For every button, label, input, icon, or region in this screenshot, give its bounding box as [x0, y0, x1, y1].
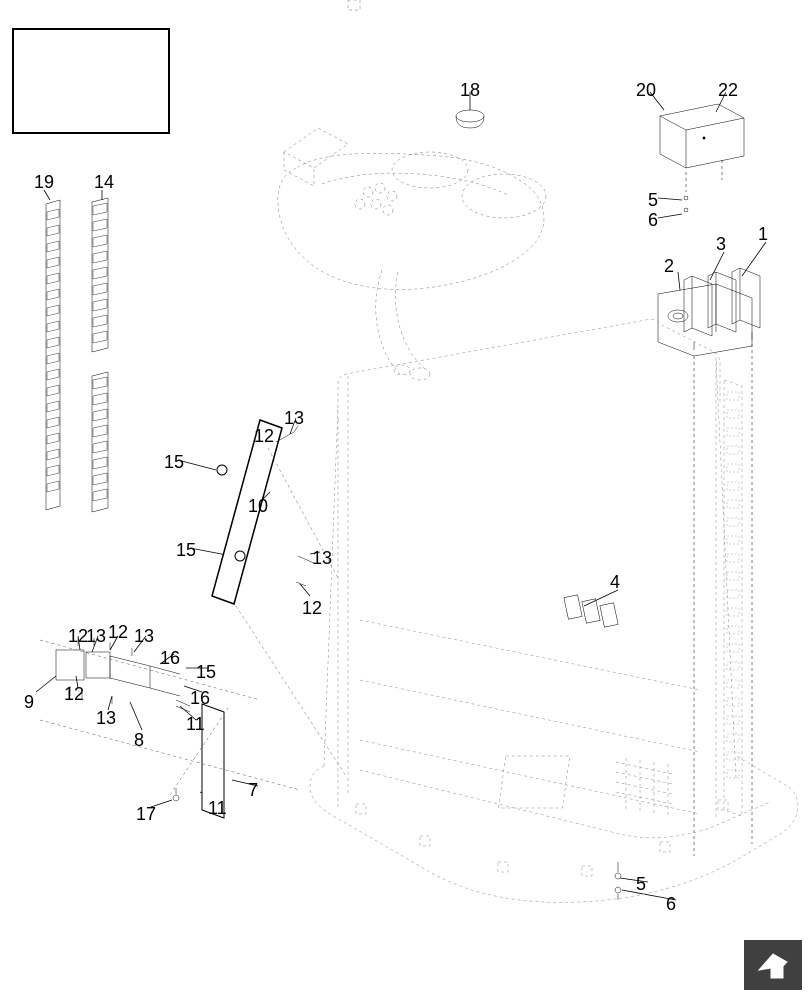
- callout-9: 9: [24, 692, 34, 713]
- callout-16: 16: [190, 688, 210, 709]
- callout-4: 4: [610, 572, 620, 593]
- callout-10: 10: [248, 496, 268, 517]
- callout-6: 6: [666, 894, 676, 915]
- callout-12: 12: [254, 426, 274, 447]
- callout-12: 12: [64, 684, 84, 705]
- callout-19: 19: [34, 172, 54, 193]
- callout-14: 14: [94, 172, 114, 193]
- parts-diagram-page: 1234556678910111112121212121313131313141…: [0, 0, 812, 1000]
- callout-12: 12: [108, 622, 128, 643]
- callout-7: 7: [248, 780, 258, 801]
- callout-15: 15: [196, 662, 216, 683]
- callout-1: 1: [758, 224, 768, 245]
- callout-13: 13: [134, 626, 154, 647]
- diagram-artwork: [0, 0, 812, 1000]
- callout-3: 3: [716, 234, 726, 255]
- callout-2: 2: [664, 256, 674, 277]
- callout-13: 13: [86, 626, 106, 647]
- callout-18: 18: [460, 80, 480, 101]
- callout-11: 11: [186, 714, 205, 735]
- callout-8: 8: [134, 730, 144, 751]
- callout-20: 20: [636, 80, 656, 101]
- callout-22: 22: [718, 80, 738, 101]
- callout-17: 17: [136, 804, 156, 825]
- callout-12: 12: [302, 598, 322, 619]
- callout-11: 11: [208, 798, 227, 819]
- callout-13: 13: [284, 408, 304, 429]
- callout-15: 15: [176, 540, 196, 561]
- callout-13: 13: [312, 548, 332, 569]
- callout-5: 5: [636, 874, 646, 895]
- next-page-icon[interactable]: [744, 940, 802, 990]
- callout-13: 13: [96, 708, 116, 729]
- callout-16: 16: [160, 648, 180, 669]
- callout-15: 15: [164, 452, 184, 473]
- callout-5: 5: [648, 190, 658, 211]
- callout-6: 6: [648, 210, 658, 231]
